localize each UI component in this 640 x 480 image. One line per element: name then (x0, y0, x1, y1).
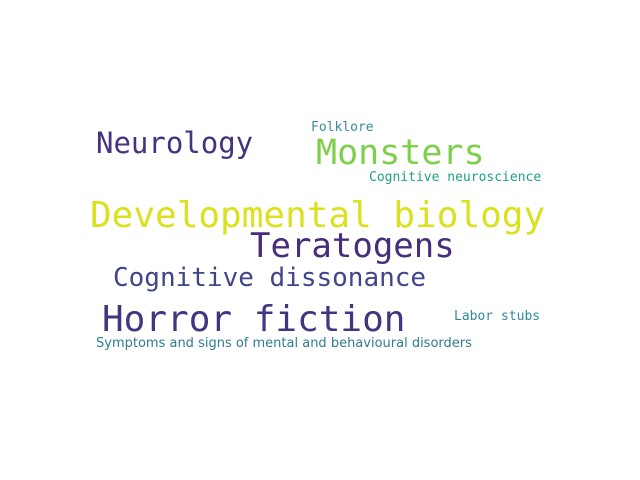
word-horror-fiction: Horror fiction (102, 299, 406, 340)
word-teratogens: Teratogens (250, 226, 455, 266)
word-cognitive-neuroscience: Cognitive neuroscience (369, 170, 542, 185)
word-developmental-biology: Developmental biology (90, 195, 546, 236)
word-folklore: Folklore (311, 120, 374, 135)
word-monsters: Monsters (316, 133, 485, 173)
word-cognitive-dissonance: Cognitive dissonance (113, 263, 427, 293)
word-neurology: Neurology (96, 126, 254, 160)
word-labor-stubs: Labor stubs (454, 309, 541, 324)
word-symptoms-and-signs: Symptoms and signs of mental and behavio… (96, 336, 472, 351)
